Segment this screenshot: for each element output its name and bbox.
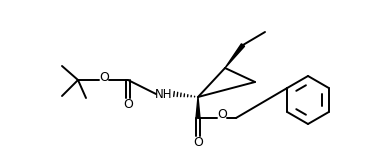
Polygon shape: [196, 97, 200, 118]
Text: NH: NH: [155, 87, 173, 100]
Text: O: O: [123, 98, 133, 112]
Text: O: O: [217, 109, 227, 122]
Text: O: O: [193, 136, 203, 150]
Text: O: O: [99, 71, 109, 83]
Polygon shape: [225, 44, 244, 68]
